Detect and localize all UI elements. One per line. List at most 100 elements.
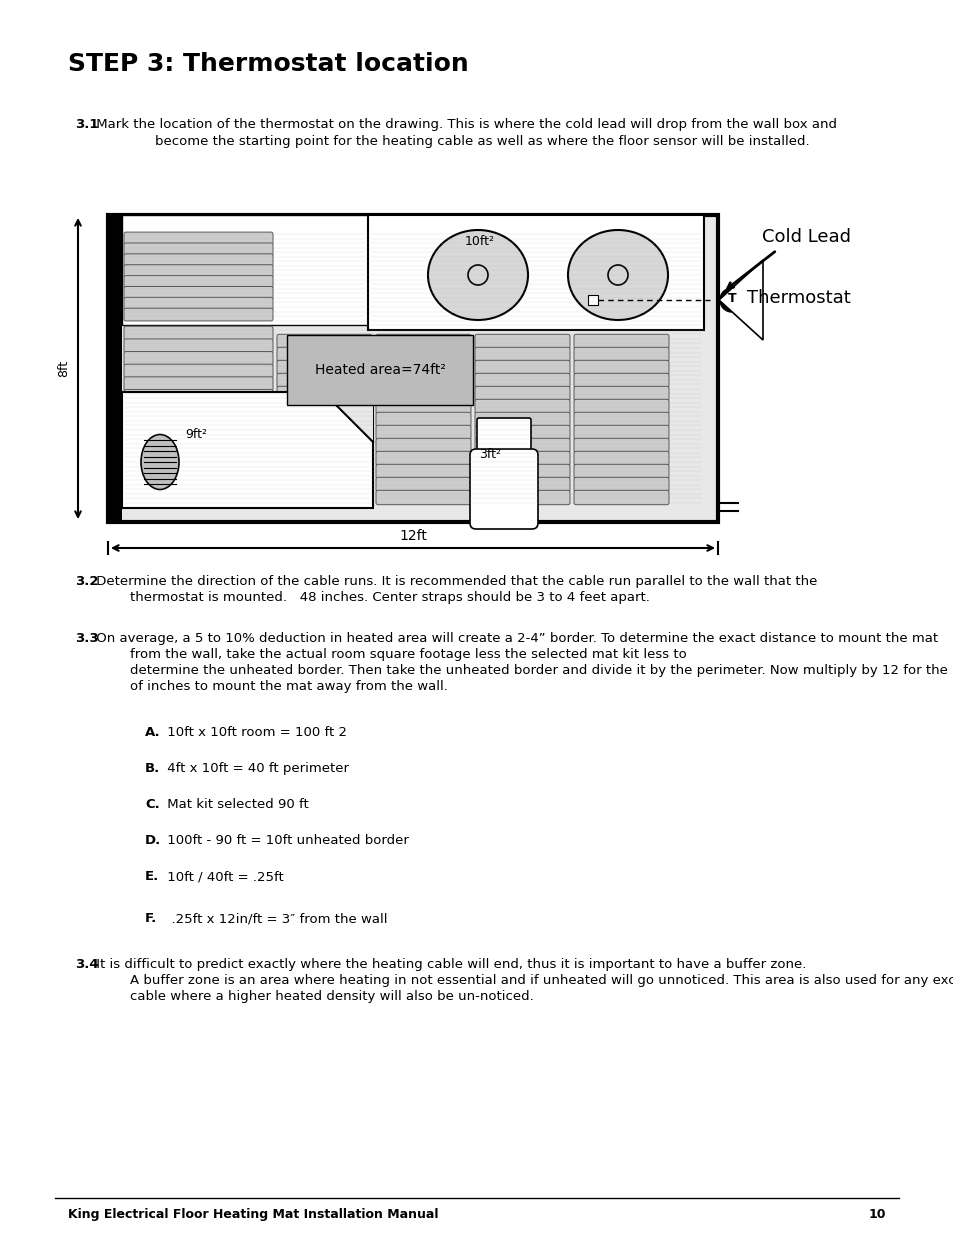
Text: 100ft - 90 ft = 10ft unheated border: 100ft - 90 ft = 10ft unheated border [163,834,409,847]
FancyBboxPatch shape [124,453,273,467]
Bar [108,215,718,522]
Text: F.: F. [145,911,157,925]
Text: determine the unheated border. Then take the unheated border and divide it by th: determine the unheated border. Then take… [130,664,953,677]
Text: Thermostat: Thermostat [746,289,850,308]
FancyBboxPatch shape [276,387,372,400]
FancyBboxPatch shape [574,373,668,388]
FancyBboxPatch shape [124,243,273,256]
Text: Mat kit selected 90 ft: Mat kit selected 90 ft [163,798,309,811]
Text: .25ft x 12in/ft = 3″ from the wall: .25ft x 12in/ft = 3″ from the wall [163,911,387,925]
Text: E.: E. [145,869,159,883]
FancyBboxPatch shape [574,490,668,505]
Text: 10ft / 40ft = .25ft: 10ft / 40ft = .25ft [163,869,283,883]
Text: 3.4: 3.4 [75,958,98,971]
FancyBboxPatch shape [375,425,471,440]
FancyBboxPatch shape [375,451,471,466]
FancyBboxPatch shape [124,338,273,353]
FancyBboxPatch shape [475,464,569,479]
Text: 10: 10 [867,1208,885,1221]
FancyBboxPatch shape [574,451,668,466]
FancyBboxPatch shape [276,464,372,479]
Polygon shape [719,261,762,340]
FancyBboxPatch shape [124,427,273,442]
Text: 10ft²: 10ft² [464,235,495,248]
FancyBboxPatch shape [375,477,471,492]
FancyBboxPatch shape [124,254,273,267]
FancyBboxPatch shape [476,417,531,450]
Text: A.: A. [145,726,160,739]
Text: STEP 3: Thermostat location: STEP 3: Thermostat location [68,52,468,77]
FancyBboxPatch shape [276,347,372,362]
Text: Heated area=74ft²: Heated area=74ft² [314,363,445,377]
Ellipse shape [428,230,527,320]
FancyBboxPatch shape [276,425,372,440]
FancyBboxPatch shape [276,373,372,388]
FancyBboxPatch shape [124,377,273,391]
Bar [587,295,598,305]
FancyBboxPatch shape [574,412,668,427]
FancyBboxPatch shape [124,389,273,404]
FancyBboxPatch shape [124,403,273,416]
FancyBboxPatch shape [276,451,372,466]
FancyBboxPatch shape [375,438,471,453]
FancyBboxPatch shape [574,477,668,492]
FancyBboxPatch shape [574,399,668,414]
FancyBboxPatch shape [375,490,471,505]
FancyBboxPatch shape [475,387,569,400]
Text: C.: C. [145,798,159,811]
Bar [108,215,718,522]
FancyBboxPatch shape [276,412,372,427]
FancyBboxPatch shape [375,361,471,374]
FancyBboxPatch shape [574,464,668,479]
Text: 4ft x 10ft = 40 ft perimeter: 4ft x 10ft = 40 ft perimeter [163,762,349,776]
FancyBboxPatch shape [375,387,471,400]
Bar [122,391,373,508]
FancyBboxPatch shape [124,415,273,429]
Bar [108,215,122,522]
FancyBboxPatch shape [375,347,471,362]
Text: Cold Lead: Cold Lead [761,228,850,246]
FancyBboxPatch shape [124,298,273,310]
Text: B.: B. [145,762,160,776]
Text: become the starting point for the heating cable as well as where the floor senso: become the starting point for the heatin… [154,135,809,148]
FancyBboxPatch shape [124,364,273,378]
FancyBboxPatch shape [475,335,569,348]
FancyBboxPatch shape [475,412,569,427]
FancyBboxPatch shape [475,490,569,505]
Ellipse shape [567,230,667,320]
FancyBboxPatch shape [574,361,668,374]
FancyBboxPatch shape [124,326,273,341]
FancyBboxPatch shape [574,438,668,453]
Ellipse shape [141,435,179,489]
Text: 9ft²: 9ft² [185,429,207,441]
FancyBboxPatch shape [276,490,372,505]
FancyBboxPatch shape [475,425,569,440]
Text: thermostat is mounted.   48 inches. Center straps should be 3 to 4 feet apart.: thermostat is mounted. 48 inches. Center… [130,592,649,604]
Text: King Electrical Floor Heating Mat Installation Manual: King Electrical Floor Heating Mat Instal… [68,1208,438,1221]
FancyBboxPatch shape [124,232,273,245]
FancyBboxPatch shape [124,264,273,278]
FancyBboxPatch shape [276,477,372,492]
Text: It is difficult to predict exactly where the heating cable will end, thus it is : It is difficult to predict exactly where… [91,958,805,971]
FancyBboxPatch shape [124,309,273,321]
Text: 3.1: 3.1 [75,119,98,131]
FancyBboxPatch shape [124,466,273,479]
FancyBboxPatch shape [375,399,471,414]
Polygon shape [323,391,373,442]
FancyBboxPatch shape [470,450,537,529]
FancyBboxPatch shape [574,335,668,348]
FancyBboxPatch shape [124,275,273,288]
FancyBboxPatch shape [375,464,471,479]
Text: Mark the location of the thermostat on the drawing. This is where the cold lead : Mark the location of the thermostat on t… [91,119,836,131]
Text: T: T [727,293,736,305]
Text: 10ft x 10ft room = 100 ft 2: 10ft x 10ft room = 100 ft 2 [163,726,347,739]
FancyBboxPatch shape [124,490,273,505]
Text: 3ft²: 3ft² [478,448,500,462]
FancyBboxPatch shape [475,373,569,388]
Text: D.: D. [145,834,161,847]
FancyBboxPatch shape [276,335,372,348]
Text: of inches to mount the mat away from the wall.: of inches to mount the mat away from the… [130,680,447,693]
Text: from the wall, take the actual room square footage less the selected mat kit les: from the wall, take the actual room squa… [130,648,686,661]
FancyBboxPatch shape [475,438,569,453]
FancyBboxPatch shape [475,347,569,362]
